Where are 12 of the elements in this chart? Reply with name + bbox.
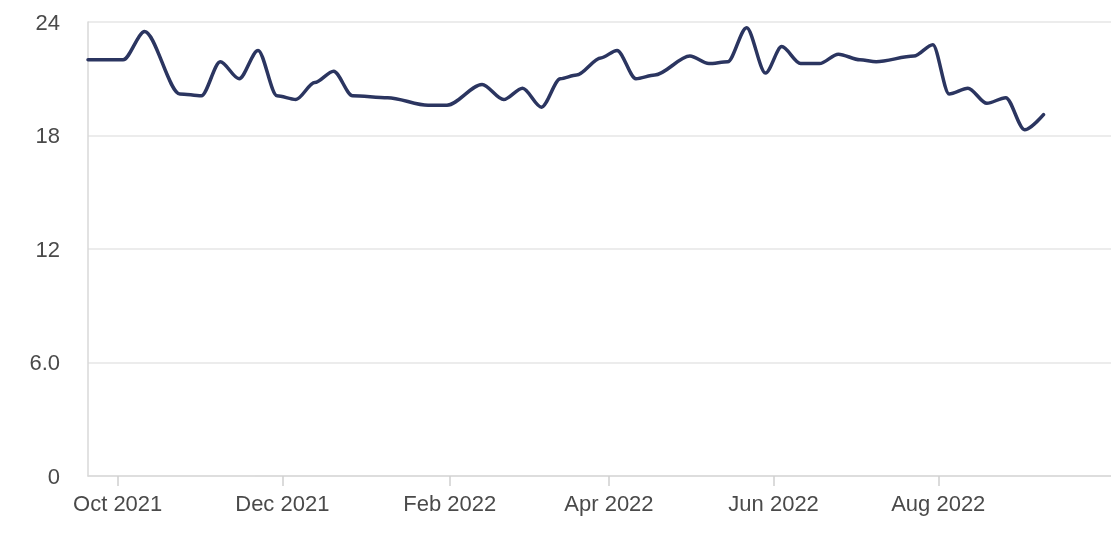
y-tick-label: 6.0 <box>29 350 60 375</box>
x-tick-label: Feb 2022 <box>403 490 497 516</box>
y-tick-label: 18 <box>35 123 60 148</box>
x-tick-label: Dec 2021 <box>235 490 330 516</box>
x-tick-label: Aug 2022 <box>891 490 986 516</box>
line-series <box>86 25 1046 132</box>
y-tick-label: 12 <box>35 236 60 262</box>
y-tick-label: 24 <box>35 9 60 35</box>
y-tick-label: 0 <box>47 463 60 489</box>
x-tick-label: Jun 2022 <box>728 490 819 516</box>
x-tick-label: Oct 2021 <box>73 490 163 516</box>
x-tick-label: Apr 2022 <box>564 490 654 516</box>
